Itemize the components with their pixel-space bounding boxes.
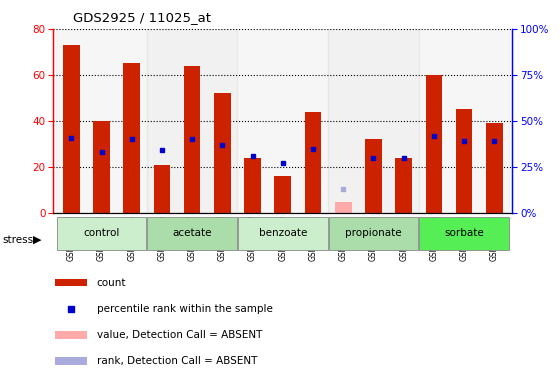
Bar [419,29,510,213]
Bar [237,29,328,213]
Bar [486,123,502,213]
FancyBboxPatch shape [419,217,509,250]
Bar [305,112,321,213]
FancyBboxPatch shape [147,217,237,250]
Bar [395,158,412,213]
Text: acetate: acetate [172,228,212,238]
Bar [456,109,473,213]
Bar [244,158,261,213]
Text: benzoate: benzoate [259,228,307,238]
Bar [184,66,200,213]
Text: GDS2925 / 11025_at: GDS2925 / 11025_at [73,11,211,24]
Bar [328,29,419,213]
Text: rank, Detection Call = ABSENT: rank, Detection Call = ABSENT [96,356,257,366]
FancyBboxPatch shape [57,217,146,250]
Bar [147,29,237,213]
Bar [214,93,231,213]
Bar [365,139,382,213]
Text: propionate: propionate [345,228,402,238]
Bar [55,279,87,286]
Text: percentile rank within the sample: percentile rank within the sample [96,304,272,314]
Bar [63,45,80,213]
Bar [426,75,442,213]
Text: count: count [96,278,126,288]
Text: control: control [83,228,120,238]
Bar [153,165,170,213]
Text: sorbate: sorbate [444,228,484,238]
FancyBboxPatch shape [329,217,418,250]
Bar [55,331,87,339]
Text: value, Detection Call = ABSENT: value, Detection Call = ABSENT [96,330,262,340]
Bar [93,121,110,213]
Bar [335,202,352,213]
Text: stress: stress [3,235,34,245]
Bar [274,176,291,213]
Bar [55,357,87,365]
FancyBboxPatch shape [238,217,328,250]
Bar [56,29,147,213]
Bar [123,63,140,213]
Text: ▶: ▶ [32,235,41,245]
